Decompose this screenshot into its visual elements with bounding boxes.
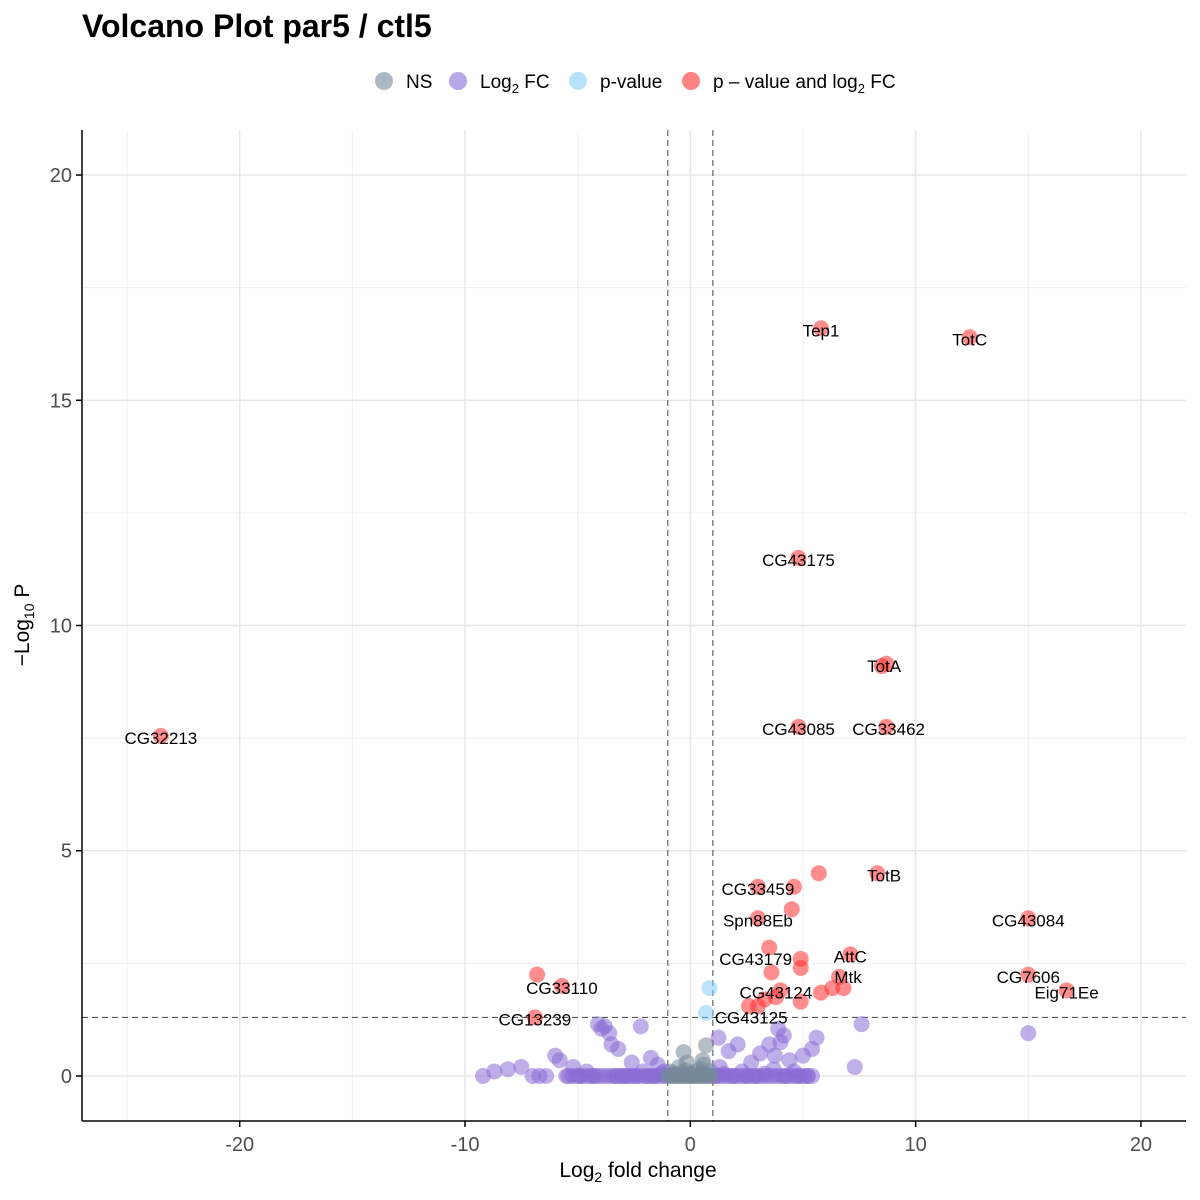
gene-label: TotC (952, 330, 987, 349)
gene-label: CG32213 (124, 729, 197, 748)
legend: NS Log2 FC p-value p – value and log2 FC (375, 72, 896, 96)
point-p (698, 1005, 714, 1021)
gene-label: CG43124 (740, 984, 813, 1003)
gene-label: AttC (834, 948, 867, 967)
y-tick-label: 20 (50, 165, 72, 187)
x-tick-label: 20 (1130, 1134, 1152, 1156)
point-ns (676, 1044, 692, 1060)
point-fc (633, 1018, 649, 1034)
point-both (811, 865, 827, 881)
point-both (793, 960, 809, 976)
y-tick-label: 15 (50, 390, 72, 412)
point-fc (486, 1063, 502, 1079)
x-tick-label: -20 (225, 1134, 254, 1156)
chart-title: Volcano Plot par5 / ctl5 (82, 8, 432, 44)
point-fc (500, 1061, 516, 1077)
point-p (701, 980, 717, 996)
gene-label: CG13239 (498, 1011, 571, 1030)
gene-labels: Tep1 TotC CG43175 TotA CG43085 CG33462 CG32213… (124, 321, 1098, 1029)
point-fc (552, 1052, 568, 1068)
gene-label: CG43179 (719, 950, 792, 969)
y-tick-label: 5 (61, 841, 72, 863)
gene-label: Spn88Eb (723, 912, 793, 931)
gene-label: CG43175 (762, 551, 835, 570)
gene-label: CG43085 (762, 720, 835, 739)
point-fc (710, 1030, 726, 1046)
y-axis-title: −Log10 P (11, 584, 37, 667)
point-fc (538, 1068, 554, 1084)
point-fc (610, 1041, 626, 1057)
gene-label: CG33462 (852, 720, 925, 739)
gene-label: TotB (867, 867, 901, 886)
gene-label: CG33459 (722, 880, 795, 899)
gene-label: TotA (867, 657, 902, 676)
legend-key-fc (449, 72, 467, 90)
x-tick-label: 10 (905, 1134, 927, 1156)
point-fc (776, 1027, 792, 1043)
gene-label: CG43125 (715, 1008, 788, 1027)
y-tick-label: 0 (61, 1066, 72, 1088)
point-fc (1020, 1025, 1036, 1041)
gene-label: Eig71Ee (1034, 984, 1098, 1003)
legend-label-fc: Log2 FC (480, 72, 550, 96)
tick-labels: -20 -10 0 10 20 0 5 10 15 20 (50, 165, 1152, 1156)
point-fc (730, 1036, 746, 1052)
legend-key-p (569, 72, 587, 90)
data-points (153, 320, 1075, 1084)
legend-label-p: p-value (600, 72, 662, 93)
gene-label: Mtk (834, 968, 862, 987)
legend-label-ns: NS (406, 72, 432, 93)
point-fc (808, 1030, 824, 1046)
x-tick-label: -10 (451, 1134, 480, 1156)
point-fc (804, 1068, 820, 1084)
gene-label: CG33110 (526, 979, 598, 998)
x-axis-title: Log2 fold change (559, 1159, 716, 1185)
axis-titles: Log2 fold change −Log10 P (11, 584, 717, 1185)
point-fc (854, 1016, 870, 1032)
point-ns (695, 1052, 711, 1068)
gene-label: Tep1 (803, 321, 840, 340)
gene-label: CG43084 (992, 912, 1065, 931)
y-tick-label: 10 (50, 616, 72, 638)
legend-key-both (682, 72, 700, 90)
point-fc (767, 1048, 783, 1064)
x-tick-label: 0 (685, 1134, 696, 1156)
point-fc (847, 1059, 863, 1075)
legend-label-both: p – value and log2 FC (713, 72, 896, 96)
point-ns (703, 1068, 719, 1084)
legend-key-ns (375, 72, 393, 90)
point-both (813, 985, 829, 1001)
